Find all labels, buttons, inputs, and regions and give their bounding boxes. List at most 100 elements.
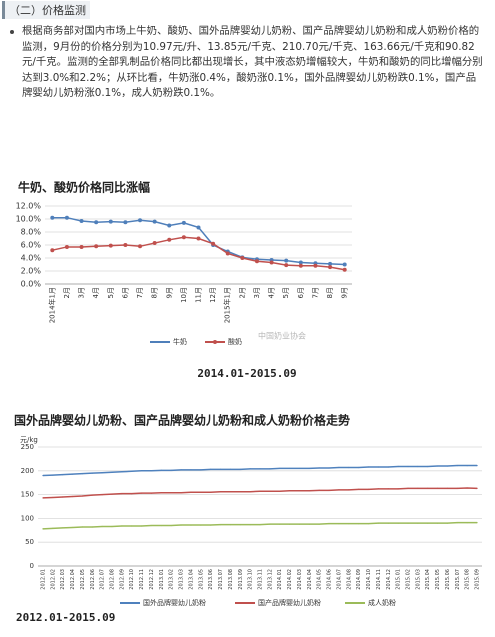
x-tick-label: 2014.03	[297, 569, 303, 590]
x-tick-label: 2014.09	[356, 569, 362, 590]
data-point	[131, 525, 133, 527]
data-point	[181, 235, 186, 240]
data-point	[289, 523, 291, 525]
data-point	[254, 259, 259, 264]
data-point	[476, 522, 478, 524]
data-point	[111, 471, 113, 473]
y-tick-label: 0.0%	[21, 280, 42, 289]
data-point	[123, 243, 128, 247]
x-tick-label: 2014.12	[386, 569, 392, 590]
data-point	[229, 468, 231, 470]
data-point	[269, 490, 271, 492]
data-point	[298, 467, 301, 470]
y-tick-label: 2.0%	[21, 267, 42, 276]
data-point	[446, 465, 449, 467]
x-tick-label: 8月	[151, 287, 159, 298]
x-tick-label: 9月	[341, 287, 349, 298]
data-point	[466, 522, 468, 524]
data-point	[289, 490, 291, 492]
x-tick-label: 2013.01	[159, 569, 165, 590]
x-tick-label: 2013.05	[198, 569, 204, 590]
data-point	[64, 215, 69, 220]
data-point	[170, 492, 172, 494]
legend-label: 成人奶粉	[368, 598, 396, 607]
data-point	[367, 466, 370, 468]
y-tick-label: 8.0%	[21, 228, 42, 237]
legend-label: 国外品牌婴幼儿奶粉	[143, 598, 206, 607]
data-point	[108, 243, 113, 248]
data-point	[308, 467, 310, 470]
data-point	[150, 470, 153, 472]
data-point	[427, 487, 429, 490]
data-point	[328, 523, 330, 525]
x-tick-label: 3月	[78, 287, 86, 298]
data-point	[121, 525, 123, 527]
x-tick-label: 9月	[165, 287, 173, 298]
data-point	[313, 263, 318, 268]
data-point	[407, 465, 409, 468]
data-point	[219, 523, 222, 526]
data-point	[259, 490, 261, 492]
data-point	[249, 523, 251, 526]
x-tick-label: 2012.12	[149, 569, 155, 590]
x-tick-label: 2015.01	[396, 569, 402, 590]
x-tick-label: 2013.09	[238, 569, 244, 590]
data-point	[200, 491, 202, 493]
data-point	[269, 260, 274, 265]
data-point	[427, 522, 429, 524]
data-point	[200, 524, 202, 526]
data-point	[64, 244, 69, 249]
x-tick-label: 2014.04	[307, 569, 313, 590]
x-tick-label: 2012.09	[119, 569, 125, 590]
data-point	[417, 522, 419, 524]
data-point	[91, 494, 93, 496]
x-tick-label: 2014.02	[287, 569, 293, 590]
data-point	[190, 491, 192, 493]
x-tick-label: 2015.08	[465, 569, 471, 590]
x-tick-label: 2015.07	[455, 569, 461, 590]
data-point	[397, 488, 399, 490]
x-tick-label: 2014.07	[336, 569, 342, 590]
data-point	[328, 489, 330, 491]
data-point	[308, 523, 310, 525]
data-point	[52, 496, 54, 499]
data-point	[476, 487, 478, 490]
data-point	[170, 469, 172, 471]
data-point	[249, 491, 251, 493]
x-tick-label: 2014.06	[327, 569, 333, 590]
chart-title: 国外品牌婴幼儿奶粉、国产品牌婴幼儿奶粉和成人奶粉价格走势	[14, 413, 350, 428]
paragraph: 根据商务部对国内市场上牛奶、酸奶、国外品牌婴幼儿奶粉、国产品牌婴幼儿奶粉和成人奶…	[22, 25, 483, 100]
data-point	[446, 487, 449, 490]
x-tick-label: 2014.05	[317, 569, 323, 590]
series-line	[52, 216, 345, 266]
legend-marker	[213, 340, 217, 344]
x-tick-label: 2012.01	[40, 569, 46, 590]
data-point	[289, 467, 291, 470]
data-point	[167, 223, 172, 228]
data-point	[91, 472, 93, 474]
data-point	[259, 523, 261, 526]
x-tick-label: 4月	[268, 287, 276, 298]
data-point	[210, 468, 212, 470]
data-point	[81, 526, 83, 528]
data-point	[50, 215, 55, 220]
data-point	[225, 251, 230, 256]
data-point	[239, 523, 241, 526]
legend-label: 酸奶	[228, 337, 242, 346]
x-tick-label: 4月	[92, 287, 100, 298]
data-point	[328, 265, 333, 270]
data-point	[123, 220, 128, 225]
x-tick-label: 2013.02	[169, 569, 175, 590]
data-point	[219, 468, 222, 470]
data-point	[152, 241, 157, 246]
data-point	[196, 236, 201, 241]
data-point	[210, 524, 212, 526]
data-point	[318, 467, 320, 469]
y-tick-label: 100	[21, 514, 34, 522]
data-point	[152, 219, 157, 224]
data-point	[407, 522, 409, 524]
data-point	[50, 248, 55, 253]
x-tick-label: 2012.11	[139, 569, 145, 590]
x-tick-label: 2014.08	[346, 569, 352, 590]
